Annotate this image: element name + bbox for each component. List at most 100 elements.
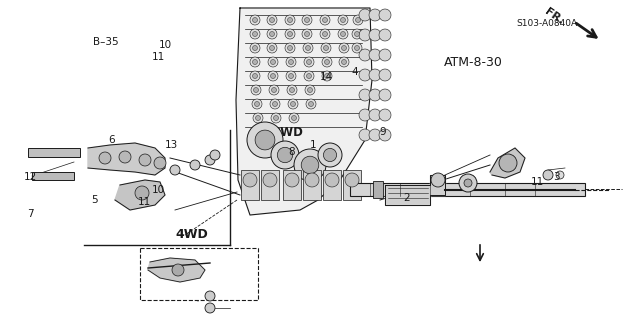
- Circle shape: [308, 101, 314, 107]
- Text: 2: 2: [403, 193, 410, 203]
- Circle shape: [338, 15, 348, 25]
- Circle shape: [285, 173, 299, 187]
- Circle shape: [318, 143, 342, 167]
- Text: 3: 3: [554, 172, 560, 182]
- Circle shape: [119, 151, 131, 163]
- Circle shape: [288, 99, 298, 109]
- Circle shape: [320, 29, 330, 39]
- Circle shape: [271, 60, 275, 64]
- Polygon shape: [236, 8, 372, 215]
- Text: 13: 13: [165, 140, 178, 150]
- Circle shape: [253, 73, 257, 78]
- Circle shape: [307, 87, 312, 93]
- Text: 9: 9: [380, 127, 386, 137]
- Circle shape: [255, 130, 275, 150]
- Bar: [343, 170, 361, 200]
- Circle shape: [287, 46, 292, 50]
- Bar: [323, 170, 341, 200]
- Circle shape: [323, 32, 328, 36]
- Circle shape: [291, 101, 296, 107]
- Circle shape: [135, 186, 149, 200]
- Circle shape: [253, 18, 257, 23]
- Circle shape: [289, 87, 294, 93]
- Circle shape: [255, 115, 260, 121]
- Bar: [445, 185, 575, 195]
- Circle shape: [251, 85, 261, 95]
- Circle shape: [464, 179, 472, 187]
- Circle shape: [320, 15, 330, 25]
- Circle shape: [325, 173, 339, 187]
- Circle shape: [306, 99, 316, 109]
- Bar: [32, 172, 74, 180]
- Polygon shape: [490, 148, 525, 178]
- Circle shape: [305, 85, 315, 95]
- Circle shape: [250, 15, 260, 25]
- Text: 8: 8: [288, 146, 294, 157]
- Circle shape: [305, 173, 319, 187]
- Circle shape: [543, 170, 553, 180]
- Circle shape: [287, 32, 292, 36]
- Circle shape: [369, 89, 381, 101]
- Circle shape: [267, 15, 277, 25]
- Circle shape: [352, 29, 362, 39]
- Circle shape: [285, 29, 295, 39]
- Circle shape: [287, 85, 297, 95]
- Circle shape: [303, 43, 313, 53]
- Circle shape: [139, 154, 151, 166]
- Polygon shape: [115, 180, 165, 210]
- Circle shape: [323, 18, 328, 23]
- Circle shape: [273, 101, 278, 107]
- Circle shape: [302, 15, 312, 25]
- Circle shape: [338, 29, 348, 39]
- Circle shape: [269, 85, 279, 95]
- Circle shape: [269, 32, 275, 36]
- Circle shape: [289, 60, 294, 64]
- Circle shape: [268, 71, 278, 81]
- Bar: [28, 148, 80, 157]
- Polygon shape: [148, 258, 205, 282]
- Circle shape: [359, 109, 371, 121]
- Circle shape: [268, 57, 278, 67]
- Text: 11: 11: [138, 197, 150, 207]
- Circle shape: [340, 18, 346, 23]
- Circle shape: [379, 129, 391, 141]
- Text: 14: 14: [320, 71, 333, 82]
- Circle shape: [355, 46, 360, 50]
- Circle shape: [271, 113, 281, 123]
- Circle shape: [286, 57, 296, 67]
- Circle shape: [253, 32, 257, 36]
- Circle shape: [210, 150, 220, 160]
- Bar: [140, 248, 258, 300]
- Circle shape: [267, 43, 277, 53]
- Circle shape: [322, 71, 332, 81]
- Circle shape: [243, 173, 257, 187]
- Circle shape: [352, 43, 362, 53]
- Circle shape: [285, 15, 295, 25]
- Circle shape: [323, 148, 337, 162]
- Circle shape: [287, 18, 292, 23]
- Text: 10: 10: [159, 40, 172, 50]
- Circle shape: [359, 29, 371, 41]
- Circle shape: [301, 156, 319, 174]
- Circle shape: [369, 129, 381, 141]
- Bar: [373, 181, 383, 198]
- Circle shape: [323, 46, 328, 50]
- Text: 6: 6: [109, 135, 115, 145]
- Circle shape: [205, 155, 215, 165]
- Circle shape: [369, 49, 381, 61]
- Circle shape: [255, 101, 259, 107]
- Circle shape: [342, 60, 346, 64]
- Circle shape: [250, 71, 260, 81]
- Circle shape: [379, 49, 391, 61]
- Circle shape: [252, 99, 262, 109]
- Circle shape: [359, 49, 371, 61]
- Circle shape: [324, 60, 330, 64]
- Circle shape: [277, 147, 292, 163]
- Circle shape: [294, 149, 326, 181]
- Circle shape: [304, 57, 314, 67]
- Text: 7: 7: [27, 209, 33, 219]
- Circle shape: [269, 46, 275, 50]
- Text: 5: 5: [91, 195, 97, 205]
- Circle shape: [307, 60, 312, 64]
- Circle shape: [321, 43, 331, 53]
